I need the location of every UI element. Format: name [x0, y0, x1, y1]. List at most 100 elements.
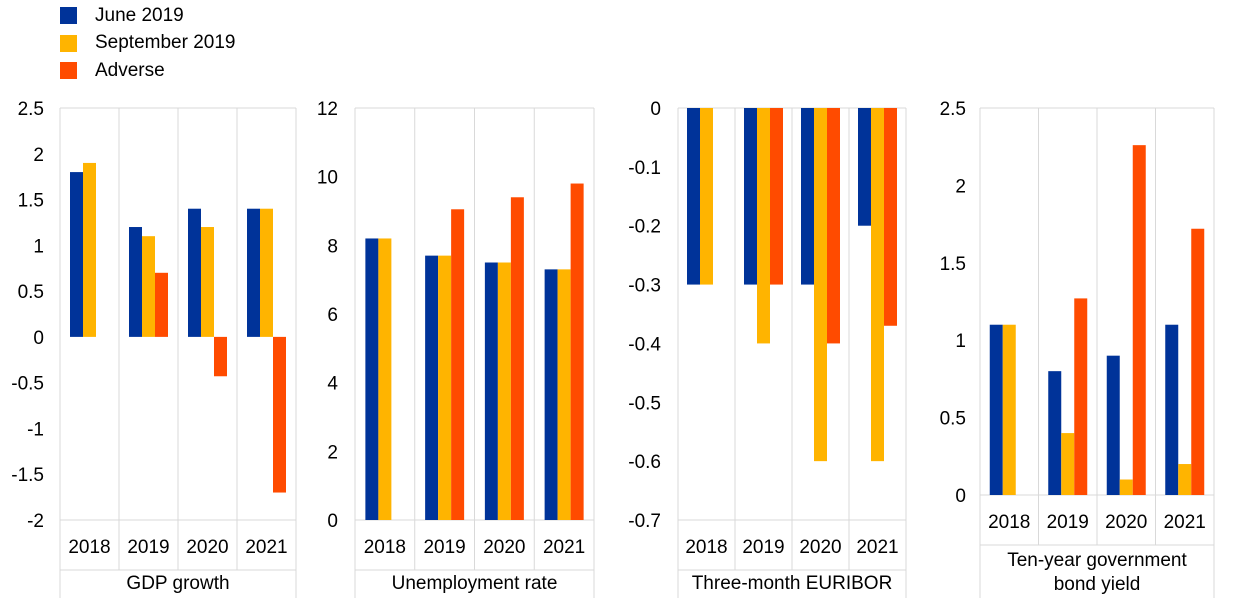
bar-adverse-2020	[214, 336, 227, 377]
bar-june-2019-2018	[989, 324, 1003, 495]
bar-june-2019-2018	[365, 238, 379, 520]
bar-june-2019-2021	[1165, 324, 1179, 495]
bar-september-2019-2020	[814, 108, 827, 462]
y-tick-label: 6	[327, 305, 338, 326]
legend-swatch-june-2019	[60, 7, 77, 25]
bar-adverse-2020	[1132, 145, 1146, 496]
y-tick-label: -1	[27, 419, 44, 440]
bar-june-2019-2019	[744, 108, 757, 285]
chart-title: Ten-year government	[1007, 550, 1187, 571]
x-tick-label: 2021	[245, 537, 287, 558]
x-tick-label: 2020	[483, 537, 525, 558]
legend-item-september-2019: September 2019	[60, 30, 236, 58]
y-tick-label: 0	[33, 328, 44, 349]
x-tick-label: 2018	[988, 512, 1030, 533]
y-tick-label: -0.6	[628, 452, 661, 473]
legend-swatch-adverse	[60, 62, 77, 80]
legend-item-adverse: Adverse	[60, 57, 236, 85]
y-tick-label: 0.5	[18, 282, 44, 303]
x-tick-label: 2018	[68, 537, 110, 558]
bar-september-2019-2018	[83, 162, 96, 337]
chart-title: Three-month EURIBOR	[692, 573, 893, 594]
x-tick-label: 2020	[1105, 512, 1147, 533]
bar-adverse-2019	[451, 209, 465, 521]
bar-september-2019-2020	[201, 227, 214, 337]
y-tick-label: 2	[327, 442, 338, 463]
y-tick-label: 10	[317, 168, 338, 189]
y-tick-label: 1.5	[940, 254, 966, 275]
chart-panel-2: 12 10 8 6 4 2 0 2018 2019 2020 2021 Unemployment ra…	[317, 99, 595, 598]
bar-adverse-2019	[1074, 298, 1088, 495]
bar-adverse-2019	[155, 272, 168, 337]
legend-label-adverse: Adverse	[95, 59, 165, 81]
x-tick-label: 2020	[186, 537, 228, 558]
y-tick-label: 0.5	[940, 409, 966, 430]
bar-june-2019-2020	[801, 108, 814, 285]
bar-june-2019-2021	[858, 108, 871, 226]
bar-june-2019-2018	[687, 108, 700, 285]
bar-september-2019-2021	[871, 108, 884, 462]
chart-title: Unemployment rate	[392, 573, 558, 594]
bar-september-2019-2021	[260, 208, 273, 337]
legend: June 2019 September 2019 Adverse	[60, 2, 236, 85]
y-tick-label: 0	[650, 99, 661, 120]
legend-label-june-2019: June 2019	[95, 4, 184, 26]
y-tick-label: -2	[27, 511, 44, 532]
bar-september-2019-2021	[1178, 464, 1192, 495]
y-tick-label: 1.5	[18, 191, 44, 212]
chart-title: GDP growth	[126, 573, 229, 594]
bar-september-2019-2020	[1119, 479, 1133, 495]
x-tick-label: 2019	[1047, 512, 1089, 533]
bar-june-2019-2019	[1048, 371, 1062, 495]
x-tick-label: 2021	[1164, 512, 1206, 533]
y-tick-label: 2.5	[940, 99, 966, 120]
bar-september-2019-2020	[497, 262, 511, 520]
bar-september-2019-2021	[557, 269, 571, 520]
y-tick-label: 0	[955, 486, 966, 507]
bar-june-2019-2021	[247, 208, 260, 337]
legend-item-june-2019: June 2019	[60, 2, 236, 30]
x-tick-label: 2019	[127, 537, 169, 558]
y-tick-label: 2.5	[18, 99, 44, 120]
bar-june-2019-2020	[484, 262, 498, 520]
bar-adverse-2021	[273, 336, 286, 493]
bar-september-2019-2019	[438, 255, 452, 520]
bar-adverse-2019	[770, 108, 783, 285]
y-tick-label: 8	[327, 236, 338, 257]
y-tick-label: 0	[327, 511, 338, 532]
x-tick-label: 2018	[364, 537, 406, 558]
y-tick-label: 1	[33, 236, 44, 257]
y-tick-label: -0.3	[628, 276, 661, 297]
x-tick-label: 2019	[742, 537, 784, 558]
bar-september-2019-2018	[378, 238, 392, 520]
legend-swatch-september-2019	[60, 34, 77, 52]
y-tick-label: -0.7	[628, 511, 661, 532]
chart-panel-1: 2.5 2 1.5 1 0.5 0 -0.5 -1 -1.5 -2 2018 2019 2020 2021…	[11, 99, 297, 598]
bar-adverse-2020	[827, 108, 840, 344]
y-tick-label: -0.4	[628, 334, 661, 355]
y-tick-label: 4	[327, 374, 338, 395]
y-tick-label: -1.5	[11, 465, 44, 486]
y-tick-label: -0.5	[11, 374, 44, 395]
bar-september-2019-2019	[142, 236, 155, 337]
y-tick-label: 2	[33, 145, 44, 166]
bar-september-2019-2019	[1061, 433, 1075, 495]
chart-panel-3: 0 -0.1 -0.2 -0.3 -0.4 -0.5 -0.6 -0.7 2018 2019 202…	[628, 99, 907, 598]
x-tick-label: 2021	[543, 537, 585, 558]
bar-adverse-2021	[884, 108, 897, 326]
bar-june-2019-2018	[70, 172, 83, 337]
legend-label-september-2019: September 2019	[95, 32, 236, 54]
chart-panel-4: 2.5 2 1.5 1 0.5 0 2018 2019 2020 2021 Ten-year gov…	[940, 99, 1215, 598]
y-tick-label: -0.1	[628, 158, 661, 179]
chart-title: bond yield	[1054, 574, 1141, 595]
x-tick-label: 2018	[685, 537, 727, 558]
bar-adverse-2021	[1191, 228, 1205, 495]
bar-june-2019-2020	[1106, 355, 1120, 495]
y-tick-label: -0.2	[628, 217, 661, 238]
bar-june-2019-2019	[425, 255, 439, 520]
x-tick-label: 2021	[856, 537, 898, 558]
bar-september-2019-2018	[1002, 324, 1016, 495]
x-tick-label: 2020	[799, 537, 841, 558]
bar-adverse-2020	[510, 197, 524, 520]
